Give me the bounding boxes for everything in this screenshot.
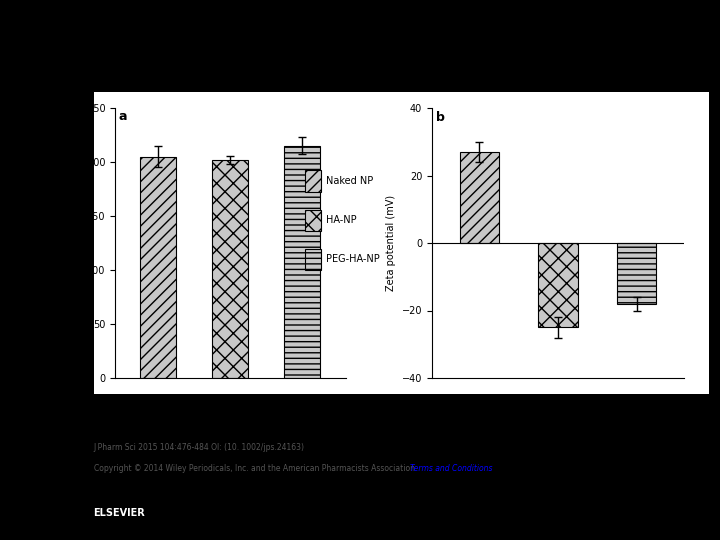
Text: Copyright © 2014 Wiley Periodicals, Inc. and the American Pharmacists Associatio: Copyright © 2014 Wiley Periodicals, Inc.… <box>94 464 417 474</box>
Text: Terms and Conditions: Terms and Conditions <box>410 464 493 474</box>
Text: a: a <box>119 110 127 123</box>
Y-axis label: Zeta potential (mV): Zeta potential (mV) <box>386 195 396 291</box>
Text: Figure 1: Figure 1 <box>329 38 391 53</box>
Text: ELSEVIER: ELSEVIER <box>94 508 145 518</box>
Text: HA-NP: HA-NP <box>325 215 356 225</box>
Text: PEG-HA-NP: PEG-HA-NP <box>325 254 379 265</box>
Bar <box>305 170 320 192</box>
Bar <box>459 152 499 243</box>
Text: Naked NP: Naked NP <box>325 176 373 186</box>
Bar <box>305 210 320 231</box>
Bar <box>140 157 176 378</box>
Text: b: b <box>436 111 445 124</box>
Bar <box>617 243 657 303</box>
Y-axis label: Size (nm): Size (nm) <box>71 220 81 266</box>
Bar <box>539 243 577 327</box>
Text: J Pharm Sci 2015 104:476-484 OI: (10. 1002/jps.24163): J Pharm Sci 2015 104:476-484 OI: (10. 10… <box>94 443 305 452</box>
Bar <box>305 249 320 270</box>
Bar <box>284 146 320 378</box>
Bar <box>212 160 248 378</box>
